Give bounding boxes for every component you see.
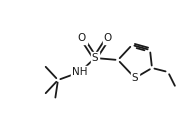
Text: S: S [132, 73, 138, 83]
Text: NH: NH [72, 67, 88, 77]
Text: O: O [78, 33, 86, 43]
Text: S: S [92, 53, 98, 63]
Text: O: O [104, 33, 112, 43]
